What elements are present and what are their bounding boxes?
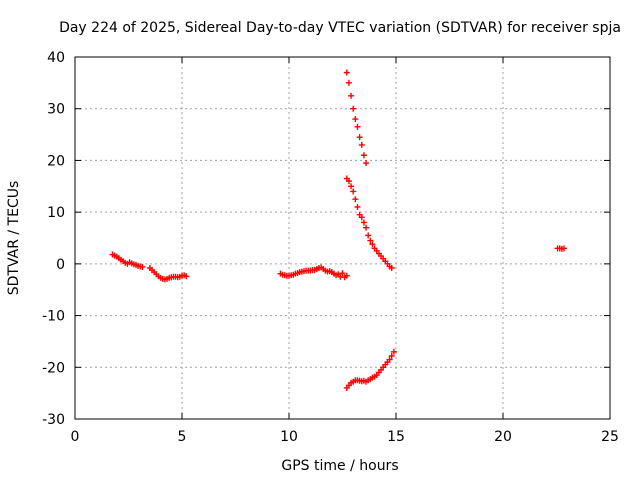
data-point [363,224,370,231]
data-point [350,105,357,112]
series-4 [343,69,370,167]
data-point [367,237,374,244]
x-tick-label: 25 [601,429,619,445]
y-tick-label: -30 [42,412,65,428]
data-point [358,141,365,148]
series-2 [146,264,190,283]
data-point [560,245,567,252]
data-point [339,270,346,277]
data-point [388,352,395,359]
data-point [139,263,146,270]
data-point [348,92,355,99]
data-point [354,123,361,130]
x-axis-label: GPS time / hours [281,458,398,474]
data-point [354,203,361,210]
y-tick-label: -20 [42,360,65,376]
data-point [352,196,359,203]
y-axis-label: SDTVAR / TECUs [6,181,22,296]
data-point [345,178,352,185]
grid [75,57,610,419]
data-point [360,219,367,226]
y-tick-label: 30 [47,102,65,118]
y-tick-label: 0 [56,257,65,273]
y-tick-label: 10 [47,205,65,221]
y-tick-label: 20 [47,153,65,169]
series-1 [109,251,146,270]
data-point [360,152,367,159]
series-5 [343,175,395,271]
data-point [345,79,352,86]
x-tick-label: 20 [494,429,512,445]
data-point [363,160,370,167]
data-point [358,214,365,221]
data-point [343,69,350,76]
plot-frame [74,56,611,420]
series-6 [343,348,397,391]
x-tick-label: 10 [280,429,298,445]
x-tick-label: 15 [387,429,405,445]
y-tick-label: -10 [42,309,65,325]
series-7 [554,245,567,252]
data-point [386,356,393,363]
data-point [348,183,355,190]
data-point [343,272,350,279]
data-point [352,116,359,123]
chart-title: Day 224 of 2025, Sidereal Day-to-day VTE… [59,20,621,36]
data-point [369,241,376,248]
data-point [365,232,372,239]
series-3 [277,264,350,281]
data-point [350,188,357,195]
x-tick-label: 0 [71,429,80,445]
data-point [356,134,363,141]
data-point [390,348,397,355]
x-tick-label: 5 [178,429,187,445]
data-point [183,273,190,280]
y-tick-label: 40 [47,50,65,66]
data-point [388,264,395,271]
data-points [109,69,567,391]
